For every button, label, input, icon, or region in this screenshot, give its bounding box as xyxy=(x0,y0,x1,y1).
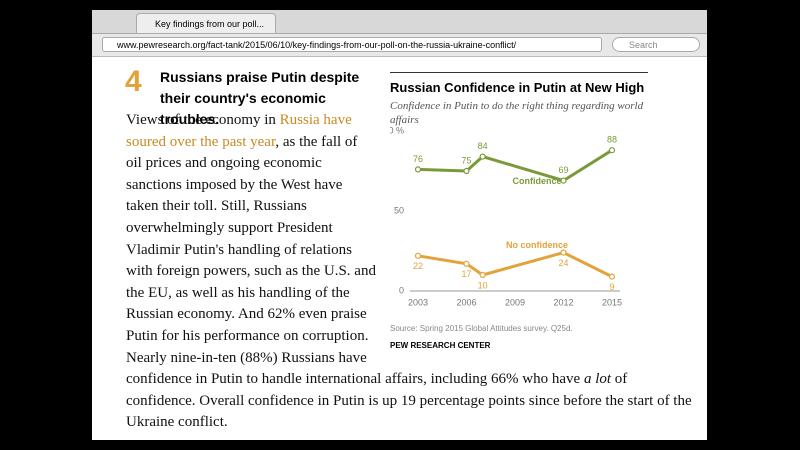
y-tick-label: 50 xyxy=(394,205,404,215)
browser-window: Key findings from our poll... www.pewres… xyxy=(92,10,707,440)
point xyxy=(414,166,422,173)
point xyxy=(479,153,486,160)
tab[interactable]: Key findings from our poll... xyxy=(136,13,276,33)
chart-title: Russian Confidence in Putin at New High xyxy=(390,72,648,95)
x-tick-label: 2003 xyxy=(408,297,428,307)
plot: 0 50 100 % 2003 2006 2009 2012 2015 76 75 84 69 88 Co… xyxy=(378,125,622,307)
text: Views of the economy in xyxy=(126,112,280,128)
value-label: 84 xyxy=(478,141,488,151)
value-label: 9 xyxy=(609,282,614,292)
tab-bar: Key findings from our poll... xyxy=(92,10,707,34)
value-label: 10 xyxy=(478,280,488,290)
point xyxy=(608,147,616,154)
value-label: 24 xyxy=(558,258,568,268)
value-label: 17 xyxy=(461,269,471,279)
body-text: Views of the economy in Russia have sour… xyxy=(126,110,696,434)
point xyxy=(463,260,470,267)
search-field[interactable]: Search xyxy=(612,37,700,52)
credit: PEW RESEARCH CENTER xyxy=(390,341,491,350)
value-label: 69 xyxy=(558,165,568,175)
x-tick-label: 2009 xyxy=(505,297,525,307)
point xyxy=(463,167,470,175)
chart-subtitle: Confidence in Putin to do the right thin… xyxy=(390,100,644,126)
url-field[interactable]: www.pewresearch.org/fact-tank/2015/06/10… xyxy=(102,37,602,52)
chart: Russian Confidence in Putin at New High … xyxy=(378,72,648,350)
y-tick-label: 100 % xyxy=(390,127,404,135)
point xyxy=(560,177,567,184)
point xyxy=(608,273,616,280)
item-number: 4 xyxy=(125,65,142,98)
x-tick-label: 2006 xyxy=(456,297,476,307)
text: , as the fall of oil prices and ongoing … xyxy=(126,133,584,388)
series-label: Confidence xyxy=(512,176,561,186)
heading: Russians praise Putin despite their coun… xyxy=(160,69,360,127)
value-label: 75 xyxy=(461,155,471,165)
x-tick-label: 2015 xyxy=(602,297,622,307)
y-tick-label: 0 xyxy=(399,285,404,295)
line xyxy=(417,251,613,278)
text: of confidence. Overall confidence in Put… xyxy=(126,371,692,431)
address-bar: www.pewresearch.org/fact-tank/2015/06/10… xyxy=(92,34,707,57)
point xyxy=(560,249,567,256)
point xyxy=(479,271,486,279)
emphasis: a lot xyxy=(583,371,612,388)
value-label: 22 xyxy=(413,261,423,271)
source: Source: Spring 2015 Global Attitudes sur… xyxy=(390,324,573,333)
link[interactable]: Russia have soured over the past year xyxy=(126,112,352,150)
value-label: 76 xyxy=(413,154,423,164)
x-tick-label: 2012 xyxy=(553,297,573,307)
point xyxy=(414,252,422,259)
value-label: 88 xyxy=(607,135,617,145)
series-label: No confidence xyxy=(506,240,568,250)
